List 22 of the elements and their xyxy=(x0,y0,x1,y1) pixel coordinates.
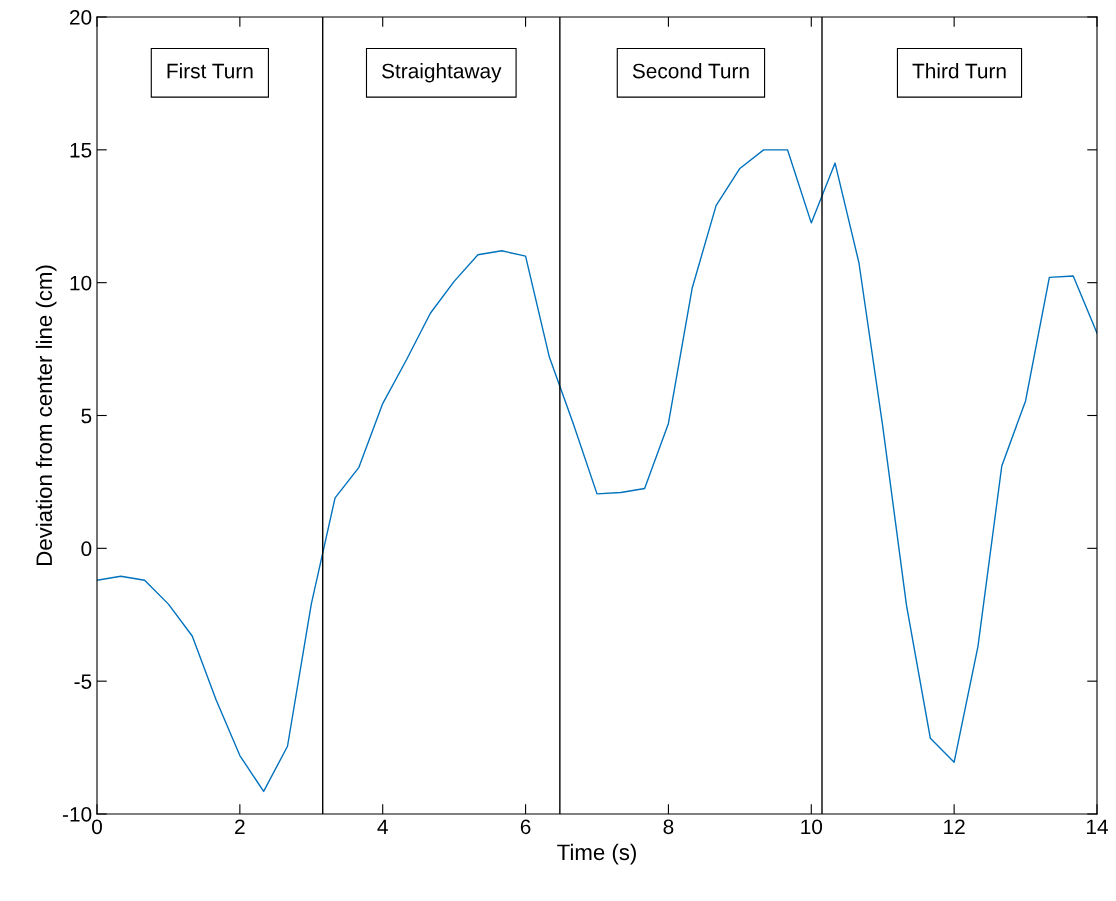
y-tick-label: -10 xyxy=(62,807,92,822)
x-axis-title: Time (s) xyxy=(557,843,636,865)
y-tick-label: 15 xyxy=(70,143,92,158)
x-tick-label: 4 xyxy=(377,819,388,834)
annotation: Straightaway xyxy=(382,63,502,83)
y-tick-label: 20 xyxy=(70,10,92,25)
y-tick-label: -5 xyxy=(74,674,92,689)
x-tick-label: 12 xyxy=(944,819,965,834)
x-tick-label: 6 xyxy=(520,819,531,835)
y-axis-title: Deviation from center line (cm) xyxy=(35,265,57,565)
y-tick-label: 0 xyxy=(81,541,92,557)
x-tick-label: 2 xyxy=(235,819,245,834)
annotation: First Turn xyxy=(167,63,253,79)
line-series xyxy=(97,149,1097,793)
annotation: Second Turn xyxy=(632,63,749,79)
x-tick-label: 8 xyxy=(663,819,674,835)
annotation: Third Turn xyxy=(912,63,1006,79)
y-tick-label: 10 xyxy=(70,275,92,291)
x-tick-label: 10 xyxy=(801,819,823,835)
y-tick-label: 5 xyxy=(81,408,92,424)
x-tick-label: 0 xyxy=(92,819,102,835)
x-tick-label: 14 xyxy=(1087,819,1108,834)
